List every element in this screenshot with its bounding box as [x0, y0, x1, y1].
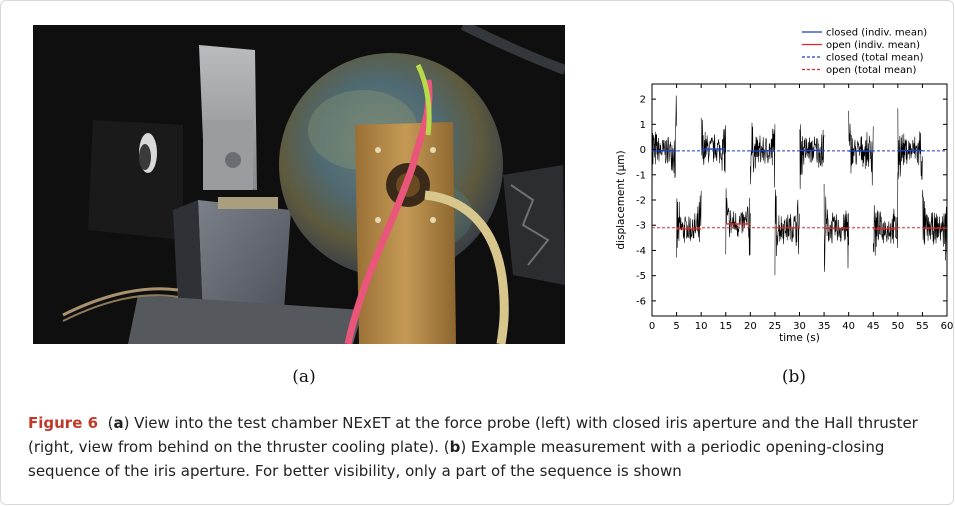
x-tick-label: 55	[916, 321, 929, 332]
y-tick-label: 2	[640, 95, 646, 106]
signal-trace-4	[725, 188, 751, 256]
y-tick-label: 0	[640, 145, 646, 156]
plot-area-frame	[651, 83, 948, 317]
signal-trace-11	[897, 108, 923, 180]
x-tick-label: 15	[719, 321, 732, 332]
x-tick-label: 60	[941, 321, 954, 332]
x-tick-label: 10	[695, 321, 708, 332]
y-tick-label: -6	[636, 296, 646, 307]
y-tick-label: -2	[636, 196, 646, 207]
test-chamber-photo	[33, 25, 565, 344]
x-tick-label: 50	[891, 321, 904, 332]
y-tick-label: -4	[636, 246, 646, 257]
legend-label-4: open (total mean)	[826, 65, 916, 76]
x-tick-label: 25	[769, 321, 782, 332]
x-tick-label: 5	[673, 321, 679, 332]
signal-trace-3	[700, 117, 727, 173]
y-tick-label: -3	[636, 221, 646, 232]
signal-trace-5	[750, 122, 776, 188]
test-chamber-photo-drawing	[33, 25, 565, 344]
x-tick-label: 20	[744, 321, 757, 332]
signal-trace-7	[799, 124, 825, 189]
y-axis-label: displacement (µm)	[615, 150, 627, 249]
displacement-chart: 0 5 10 15 20 25 30 35 40 45 50 55 60 2 1 0 -1 -2 -3 -4 -5 -6 t…	[600, 0, 955, 360]
caption-letter-b: b	[449, 438, 461, 456]
signal-trace-10	[872, 172, 899, 256]
y-tick-label: -1	[636, 170, 646, 181]
legend-label-2: open (indiv. mean)	[826, 40, 920, 51]
legend-label-3: closed (total mean)	[826, 53, 924, 64]
x-tick-label: 45	[867, 321, 880, 332]
chart-svg: 0 5 10 15 20 25 30 35 40 45 50 55 60210-1-2-3-4-5-6t…	[615, 28, 954, 345]
y-tick-label: 1	[640, 120, 646, 131]
signal-trace-12	[922, 180, 948, 261]
caption-text-a: ) View into the test chamber NExET at th…	[28, 414, 918, 456]
x-tick-label: 40	[842, 321, 855, 332]
legend-label-1: closed (indiv. mean)	[826, 28, 927, 39]
signal-trace-2	[676, 190, 702, 258]
caption-text-b: ) Example measurement with a periodic op…	[28, 438, 885, 480]
y-tick-label: -5	[636, 271, 646, 282]
signal-trace-1	[651, 95, 677, 214]
signal-trace-9	[848, 110, 874, 186]
subfigure-label-a: (a)	[292, 367, 316, 387]
x-tick-label: 30	[793, 321, 806, 332]
x-axis-label: time (s)	[779, 332, 820, 344]
signal-trace-6	[774, 189, 800, 276]
caption-title: Figure 6	[28, 414, 99, 432]
figure-caption: Figure 6 (a) View into the test chamber …	[28, 414, 918, 480]
x-tick-label: 35	[818, 321, 831, 332]
x-tick-label: 0	[649, 321, 655, 332]
caption-letter-a: a	[113, 414, 124, 432]
subfigure-label-b: (b)	[781, 367, 807, 387]
